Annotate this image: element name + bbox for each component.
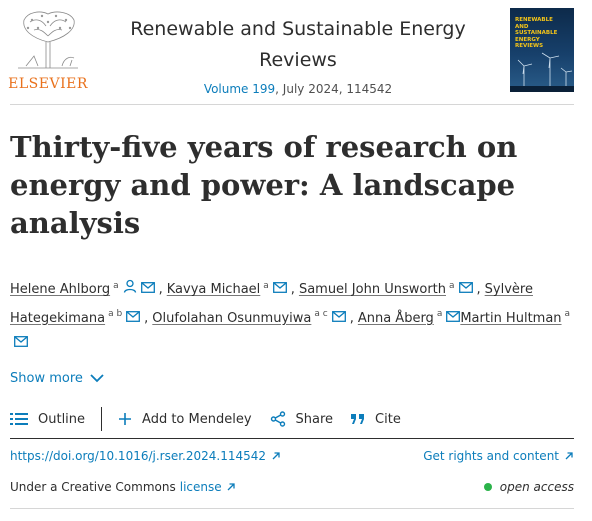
- email-icon[interactable]: [126, 306, 141, 331]
- journal-cover-image[interactable]: RENEWABLE AND SUSTAINABLE ENERGY REVIEWS: [510, 8, 574, 92]
- author-name-link[interactable]: Olufolahan Osunmuyiwa: [152, 310, 312, 326]
- external-link-icon: [565, 452, 573, 460]
- email-icon[interactable]: [446, 306, 461, 331]
- doi-link[interactable]: https://doi.org/10.1016/j.rser.2024.1145…: [10, 449, 281, 463]
- elsevier-wordmark: ELSEVIER: [8, 76, 88, 92]
- journal-header: Renewable and Sustainable Energy Reviews…: [100, 14, 496, 96]
- quote-icon: [351, 414, 365, 424]
- journal-title[interactable]: Renewable and Sustainable Energy Reviews: [130, 18, 466, 71]
- email-icon[interactable]: [14, 331, 28, 356]
- affiliation-superscript[interactable]: a: [263, 281, 269, 291]
- share-label: Share: [295, 411, 334, 427]
- email-icon[interactable]: [458, 277, 473, 302]
- open-access-badge: open access: [483, 480, 574, 494]
- open-access-label: open access: [499, 480, 574, 494]
- affiliation-superscript[interactable]: a: [449, 281, 455, 291]
- cover-title-text: RENEWABLE AND SUSTAINABLE ENERGY REVIEWS: [515, 17, 558, 49]
- external-link-icon: [227, 483, 235, 491]
- author-name-link[interactable]: Anna Åberg: [357, 310, 434, 326]
- share-button[interactable]: Share: [270, 411, 334, 427]
- author-item: Helene Ahlborg a: [10, 280, 155, 298]
- issue-info: , July 2024, 114542: [275, 82, 393, 96]
- author-separator: ,: [349, 310, 354, 326]
- cite-label: Cite: [375, 411, 401, 427]
- toolbar-divider: [10, 438, 574, 439]
- elsevier-tree-icon: [12, 8, 84, 70]
- cite-button[interactable]: Cite: [351, 412, 401, 427]
- affiliation-superscript[interactable]: a: [113, 281, 119, 291]
- email-icon[interactable]: [140, 277, 155, 302]
- open-access-dot-icon: [483, 483, 492, 491]
- author-item: Kavya Michael a: [166, 281, 287, 298]
- license-link[interactable]: license: [179, 480, 222, 494]
- email-icon[interactable]: [331, 306, 346, 331]
- article-title: Thirty-five years of research on energy …: [10, 130, 518, 240]
- author-name-link[interactable]: Sylvère Hategekimana: [10, 282, 533, 326]
- volume-link[interactable]: Volume 199: [203, 82, 276, 96]
- author-separator: ,: [158, 282, 163, 298]
- journal-issue-meta: Volume 199, July 2024, 114542: [100, 82, 496, 96]
- doi-text: https://doi.org/10.1016/j.rser.2024.1145…: [10, 449, 267, 463]
- affiliation-superscript[interactable]: a c: [314, 309, 328, 320]
- header-divider: [10, 104, 574, 105]
- outline-button[interactable]: Outline: [10, 411, 85, 427]
- author-item: Anna Åberg a: [357, 309, 461, 326]
- license-info: Under a Creative Commons license: [10, 480, 236, 494]
- show-more-label: Show more: [10, 370, 83, 386]
- add-to-mendeley-button[interactable]: Add to Mendeley: [118, 412, 252, 427]
- elsevier-logo[interactable]: ELSEVIER: [8, 8, 88, 92]
- author-separator: ,: [144, 310, 149, 326]
- author-name-link[interactable]: Helene Ahlborg: [10, 282, 111, 298]
- author-item: Martin Hultman a: [10, 309, 571, 351]
- cover-wind-turbine-icon: [510, 52, 574, 92]
- author-name-link[interactable]: Samuel John Unsworth: [298, 282, 446, 298]
- footer-divider: [10, 508, 574, 509]
- affiliation-superscript[interactable]: a b: [108, 309, 123, 320]
- plus-icon: [119, 413, 132, 425]
- external-link-icon: [272, 452, 280, 460]
- rights-link[interactable]: Get rights and content: [423, 449, 574, 463]
- author-name-link[interactable]: Kavya Michael: [166, 282, 261, 298]
- author-item: Olufolahan Osunmuyiwa a c: [152, 309, 346, 326]
- share-icon: [270, 411, 285, 427]
- email-icon[interactable]: [272, 277, 287, 302]
- author-list: Helene Ahlborg a, Kavya Michael a, Samuel Jo…: [10, 274, 580, 356]
- chevron-down-icon: [90, 374, 104, 383]
- rights-text: Get rights and content: [423, 449, 559, 463]
- mendeley-label: Add to Mendeley: [142, 411, 252, 427]
- license-prefix: Under a Creative Commons: [10, 480, 176, 494]
- author-item: Samuel John Unsworth a: [298, 281, 473, 298]
- person-icon[interactable]: [123, 277, 137, 302]
- article-toolbar: Outline Add to Mendeley Share Cite: [10, 405, 401, 433]
- show-more-button[interactable]: Show more: [10, 370, 105, 386]
- toolbar-separator: [101, 407, 103, 431]
- affiliation-superscript[interactable]: a: [436, 309, 443, 320]
- outline-label: Outline: [38, 411, 86, 427]
- affiliation-superscript[interactable]: a: [564, 309, 571, 320]
- author-separator: ,: [290, 282, 295, 298]
- author-name-link[interactable]: Martin Hultman: [460, 310, 562, 326]
- author-item: Sylvère Hategekimana a b: [10, 282, 533, 325]
- list-icon: [10, 413, 28, 425]
- author-separator: ,: [476, 282, 481, 298]
